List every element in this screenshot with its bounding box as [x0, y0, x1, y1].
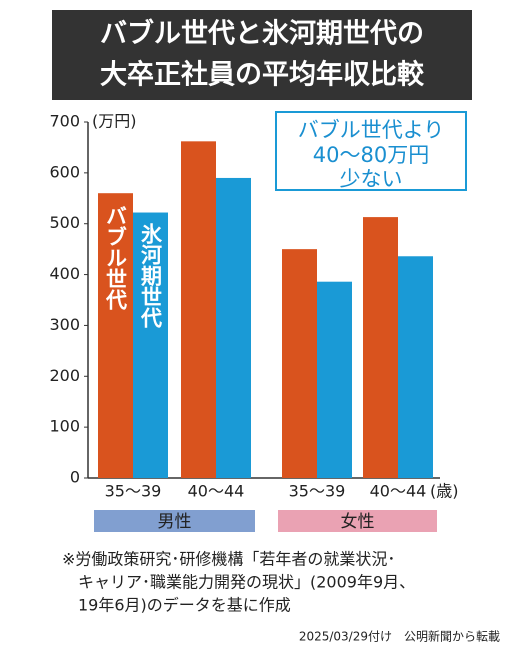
x-unit: (歳)	[430, 482, 459, 501]
x-tick-label: 40〜44	[370, 482, 427, 501]
chart-title: バブル世代と氷河期世代の	[100, 18, 424, 50]
y-tick-label: 600	[49, 162, 80, 181]
bar	[363, 217, 398, 479]
x-tick-label: 35〜39	[105, 482, 162, 501]
bar	[398, 256, 433, 478]
group-label: 男性	[158, 512, 192, 532]
annotation-box	[275, 111, 467, 191]
series-label: 氷河期世代	[139, 223, 164, 329]
footnote: 19年6月)のデータを基に作成	[78, 596, 291, 615]
footnote: キャリア･職業能力開発の現状」(2009年9月、	[78, 573, 415, 592]
annotation: 40〜80万円	[313, 143, 429, 167]
group-label: 女性	[341, 512, 375, 532]
y-tick-label: 700	[49, 112, 80, 131]
group-band	[94, 510, 255, 532]
y-tick-label: 0	[70, 468, 80, 487]
bar	[181, 141, 216, 478]
bar	[282, 249, 317, 478]
y-tick-label: 500	[49, 213, 80, 232]
credit: 2025/03/29付け 公明新聞から転載	[299, 629, 500, 644]
group-band	[278, 510, 437, 532]
footnote: ※労働政策研究･研修機構「若年者の就業状況･	[62, 550, 395, 569]
annotation: 少ない	[340, 167, 403, 191]
annotation: バブル世代より	[298, 118, 445, 142]
bar	[317, 281, 352, 478]
series-label: バブル世代	[104, 205, 129, 311]
y-tick-label: 100	[49, 417, 80, 436]
x-tick-label: 35〜39	[289, 482, 346, 501]
y-tick-label: 400	[49, 264, 80, 283]
bar	[98, 193, 133, 478]
chart-title: 大卒正社員の平均年収比較	[100, 59, 425, 91]
bar	[133, 212, 168, 479]
y-tick-label: 300	[49, 315, 80, 334]
y-tick-label: 200	[49, 366, 80, 385]
title-box	[52, 10, 472, 100]
x-tick-label: 40〜44	[188, 482, 245, 501]
y-unit: (万円)	[92, 112, 137, 131]
bar	[216, 177, 251, 478]
